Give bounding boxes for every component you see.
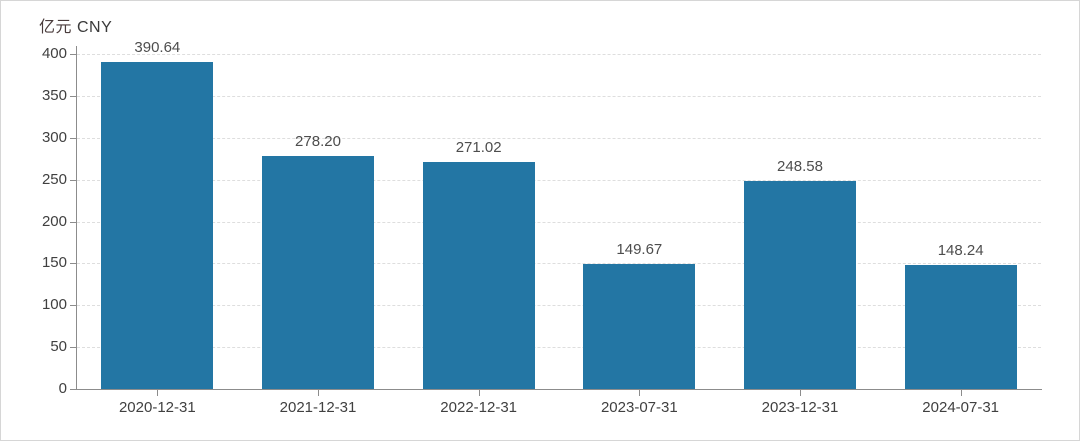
y-tick-mark-250	[70, 179, 76, 181]
y-tick-mark-0	[70, 389, 76, 390]
gridline-y-200	[77, 221, 1041, 223]
bar-2021-12-31	[262, 156, 374, 389]
x-tick-label-2023-12-31: 2023-12-31	[761, 399, 839, 416]
y-tick-mark-400	[70, 54, 76, 55]
y-tick-label-150: 150	[41, 254, 67, 272]
y-tick-mark-350	[70, 95, 76, 97]
unit-cny-chinese: 亿元	[39, 19, 73, 36]
y-axis-unit-label: 亿元 CNY	[39, 13, 112, 37]
x-tick-mark-2024-07-31	[960, 390, 962, 396]
bar-value-2023-07-31: 149.67	[616, 240, 663, 258]
gridline-y-150	[77, 263, 1041, 265]
x-tick-label-2021-12-31: 2021-12-31	[279, 399, 357, 416]
y-tick-label-0: 0	[58, 380, 67, 397]
x-tick-label-2020-12-31: 2020-12-31	[118, 399, 196, 416]
bar-value-2020-12-31: 390.64	[134, 38, 181, 56]
y-tick-label-350: 350	[41, 86, 67, 104]
y-tick-label-50: 50	[50, 338, 67, 356]
bar-value-2022-12-31: 271.02	[455, 139, 502, 157]
x-tick-mark-2022-12-31	[478, 390, 480, 396]
y-tick-label-300: 300	[41, 128, 67, 146]
bar-2020-12-31	[101, 61, 214, 389]
x-tick-label-2022-12-31: 2022-12-31	[440, 399, 518, 416]
bar-2024-07-31	[904, 264, 1017, 389]
gridline-y-250	[77, 179, 1041, 181]
bar-2023-07-31	[583, 263, 696, 389]
gridline-y-350	[77, 95, 1041, 97]
bar-value-2023-12-31: 248.58	[777, 157, 823, 175]
x-tick-mark-2021-12-31	[318, 390, 319, 396]
y-tick-mark-300	[70, 137, 76, 139]
x-tick-label-2024-07-31: 2024-07-31	[922, 399, 1000, 416]
gridline-y-50	[77, 347, 1041, 349]
unit-cny-english: CNY	[76, 19, 113, 36]
bar-value-2021-12-31: 278.20	[295, 133, 341, 151]
y-tick-label-100: 100	[41, 296, 67, 314]
x-tick-label-2023-07-31: 2023-07-31	[600, 399, 678, 416]
y-tick-label-250: 250	[41, 170, 67, 188]
x-tick-mark-2020-12-31	[157, 390, 159, 396]
gridline-y-300	[77, 137, 1041, 139]
gridline-y-100	[77, 305, 1041, 307]
y-tick-mark-200	[70, 221, 76, 223]
y-axis-line	[76, 46, 77, 390]
bar-2022-12-31	[422, 162, 535, 389]
y-tick-label-400: 400	[41, 45, 67, 62]
plot-area: 390.64 278.20 271.02 149.67 248.58 148.24	[77, 39, 1041, 389]
y-tick-mark-150	[70, 263, 76, 265]
x-tick-mark-2023-12-31	[800, 390, 801, 396]
x-axis-line	[76, 389, 1042, 390]
x-tick-mark-2023-07-31	[639, 390, 641, 396]
bar-2023-12-31	[744, 180, 856, 389]
bar-value-2024-07-31: 148.24	[937, 241, 984, 259]
y-tick-label-200: 200	[41, 212, 67, 230]
y-tick-mark-50	[70, 347, 76, 349]
gridline-y-400	[77, 54, 1041, 55]
y-tick-mark-100	[70, 305, 76, 307]
